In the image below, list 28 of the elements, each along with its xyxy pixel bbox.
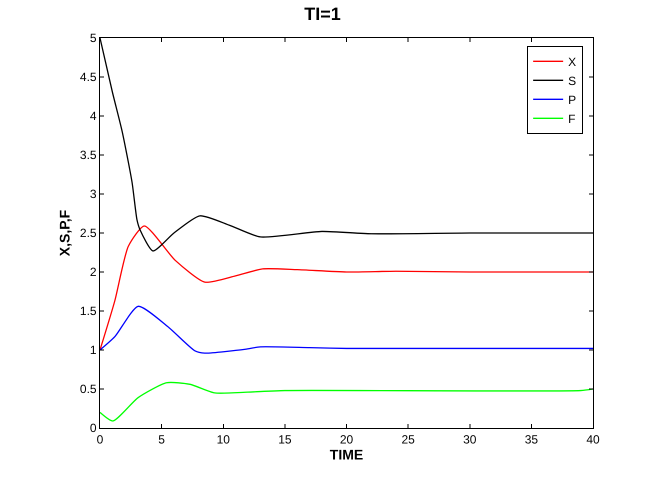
y-axis-title: X,S,P,F — [56, 209, 73, 256]
x-tick-label: 5 — [158, 432, 166, 446]
legend-label: X — [568, 54, 576, 69]
x-tick-label: 10 — [216, 432, 230, 446]
y-tick-label: 0 — [90, 421, 97, 436]
line-series — [100, 306, 593, 354]
y-tick-label: 3 — [90, 187, 97, 202]
x-tick-label: 30 — [463, 432, 477, 446]
y-tick-label: 1.5 — [80, 304, 97, 318]
x-tick-label: 35 — [524, 432, 538, 446]
y-tick-label: 2 — [90, 265, 97, 280]
y-tick-label: 1 — [90, 343, 97, 358]
y-tick-label: 4 — [90, 109, 97, 124]
y-tick-label: 0.5 — [80, 382, 97, 396]
legend-label: P — [568, 92, 576, 107]
x-tick-label: 15 — [278, 432, 292, 446]
x-axis-title: TIME — [330, 446, 364, 463]
line-series — [100, 382, 593, 422]
x-tick-label: 40 — [586, 432, 600, 446]
legend-label: S — [568, 74, 576, 88]
y-tick-label: 2.5 — [80, 226, 97, 240]
chart-title: TI=1 — [304, 4, 341, 24]
legend-label: F — [568, 112, 576, 126]
y-tick-label: 3.5 — [80, 148, 97, 162]
x-tick-label: 25 — [401, 432, 416, 446]
y-tick-label: 5 — [90, 31, 97, 46]
x-tick-label: 20 — [340, 432, 354, 446]
y-tick-label: 4.5 — [80, 70, 97, 84]
